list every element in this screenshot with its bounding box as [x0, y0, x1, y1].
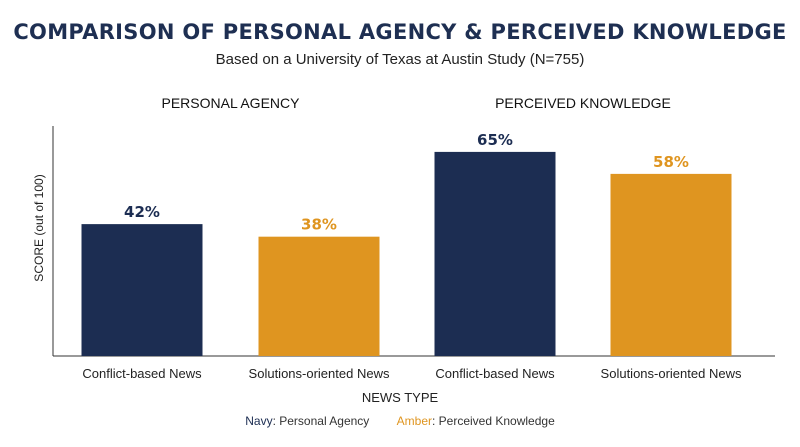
x-tick-label: Conflict-based News [82, 366, 202, 381]
legend-item-personal-agency: Navy: Personal Agency [245, 414, 369, 428]
bar-1-amber [610, 173, 732, 356]
legend-label-personal-agency: : Personal Agency [272, 414, 370, 428]
bar-0-amber [258, 236, 380, 356]
x-tick-label: Solutions-oriented News [249, 366, 390, 381]
y-axis-label: SCORE (out of 100) [32, 174, 46, 281]
data-label: 42% [124, 203, 160, 221]
bar-0-navy [81, 224, 203, 356]
group-label-perceived-knowledge: PERCEIVED KNOWLEDGE [495, 95, 671, 111]
bar-1-navy [434, 151, 556, 356]
x-tick-label: Solutions-oriented News [601, 366, 742, 381]
legend-item-perceived-knowledge: Amber: Perceived Knowledge [397, 414, 555, 428]
legend-key-amber: Amber [396, 414, 432, 428]
data-label: 65% [477, 131, 513, 149]
chart-subtitle: Based on a University of Texas at Austin… [215, 51, 585, 68]
group-label-personal-agency: PERSONAL AGENCY [162, 95, 301, 111]
legend: Navy: Personal Agency Amber: Perceived K… [0, 414, 800, 428]
chart-title: COMPARISON OF PERSONAL AGENCY & PERCEIVE… [13, 20, 787, 44]
x-axis-label: NEWS TYPE [362, 390, 439, 405]
x-tick-label: Conflict-based News [435, 366, 555, 381]
data-label: 38% [301, 216, 337, 234]
legend-label-perceived-knowledge: : Perceived Knowledge [432, 414, 555, 428]
legend-key-navy: Navy [245, 414, 273, 428]
data-label: 58% [653, 153, 689, 171]
